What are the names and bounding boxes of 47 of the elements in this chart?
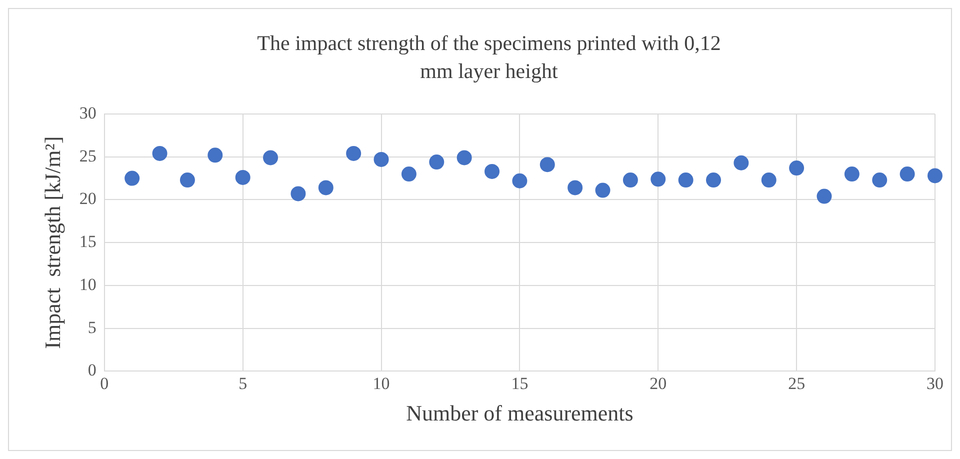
point: [816, 188, 832, 204]
point: [678, 172, 694, 188]
y-tick-label: 20: [79, 189, 96, 208]
point: [928, 168, 942, 184]
point: [844, 166, 860, 182]
point: [512, 173, 528, 188]
point: [761, 172, 776, 188]
point: [346, 146, 362, 161]
point: [180, 172, 195, 188]
point: [235, 170, 250, 185]
point: [484, 164, 500, 179]
chart-title: The impact strength of the specimens printed with 0,12 mm layer height: [256, 30, 722, 85]
point: [208, 148, 223, 163]
y-axis-title: Impact strength [kJ/m²]: [40, 136, 65, 349]
point: [872, 172, 888, 188]
y-tick-label: 30: [79, 103, 96, 122]
x-tick-label: 30: [926, 374, 944, 393]
point: [124, 170, 140, 186]
y-tick-label: 5: [88, 318, 96, 337]
x-tick-label: 10: [372, 374, 390, 393]
y-tick-label: 15: [79, 232, 96, 252]
point: [263, 150, 278, 166]
point: [706, 172, 722, 188]
point: [734, 155, 749, 170]
x-tick-label: 15: [511, 374, 528, 393]
point: [429, 154, 444, 170]
x-tick-label: 5: [238, 374, 248, 393]
point: [622, 172, 638, 188]
point: [900, 166, 915, 182]
x-tick-label: 0: [100, 374, 109, 393]
x-tick-label: 20: [650, 374, 667, 393]
point: [568, 180, 583, 196]
point: [789, 160, 804, 176]
x-axis-title: Number of measurements: [406, 400, 634, 426]
point: [152, 146, 168, 161]
x-tick-label: 25: [788, 374, 806, 393]
y-tick-label: 25: [79, 146, 96, 166]
point: [290, 186, 306, 202]
point: [540, 157, 555, 172]
point: [456, 150, 472, 166]
point: [318, 180, 334, 196]
point: [374, 152, 389, 167]
y-tick-label: 10: [79, 274, 96, 294]
y-tick-label: 0: [88, 360, 96, 380]
point: [401, 166, 416, 182]
point: [595, 182, 610, 198]
point: [650, 172, 666, 187]
